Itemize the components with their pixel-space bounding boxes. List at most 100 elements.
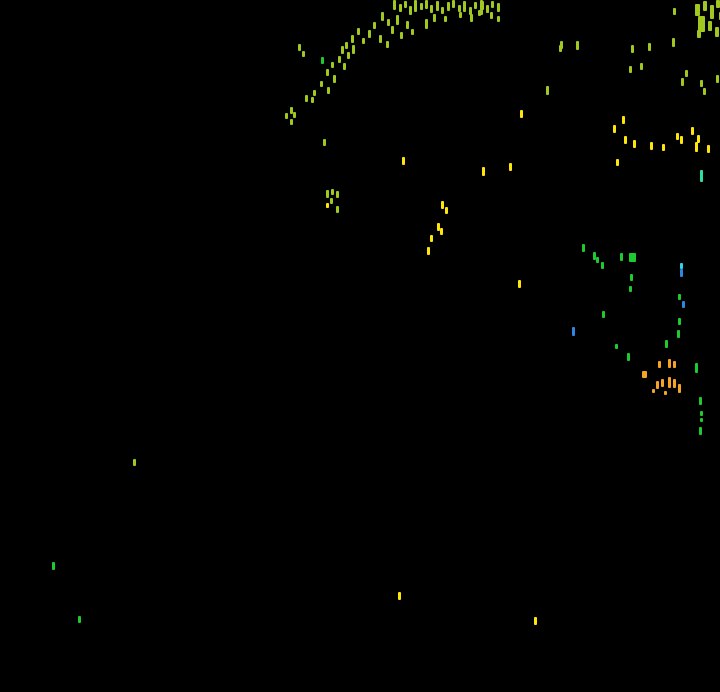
scatter-point-orange — [656, 381, 659, 389]
scatter-point-yellow-green — [400, 32, 403, 39]
scatter-point-yellow-green — [341, 46, 344, 54]
scatter-point-yellow-green — [393, 0, 396, 10]
scatter-point-yellow-green — [336, 206, 339, 213]
scatter-point-yellow-green — [629, 66, 632, 73]
scatter-point-yellow — [445, 207, 448, 214]
scatter-point-orange — [661, 379, 664, 387]
scatter-point-orange — [678, 384, 681, 393]
scatter-point-yellow-green — [697, 30, 701, 38]
scatter-point-yellow-green — [673, 8, 676, 15]
scatter-point-yellow-green — [313, 90, 316, 96]
scatter-point-yellow-green — [481, 1, 484, 10]
scatter-point-yellow-green — [559, 45, 562, 52]
scatter-point-orange — [642, 371, 647, 378]
scatter-point-yellow-green — [362, 38, 365, 44]
scatter-point-yellow-green — [716, 75, 719, 83]
scatter-point-green — [678, 318, 681, 325]
scatter-point-yellow-green — [459, 12, 462, 18]
scatter-point-yellow-green — [672, 38, 675, 47]
scatter-point-yellow — [534, 617, 537, 625]
scatter-point-yellow-green — [447, 2, 450, 11]
scatter-point-yellow-green — [406, 21, 409, 29]
scatter-point-yellow — [398, 592, 401, 600]
scatter-point-yellow — [440, 228, 443, 235]
scatter-point-yellow-green — [298, 44, 301, 51]
scatter-point-yellow-green — [444, 16, 447, 22]
scatter-point-yellow-green — [379, 35, 382, 43]
scatter-point-yellow-green — [425, 19, 428, 29]
scatter-point-yellow-green — [497, 3, 500, 12]
scatter-point-blue — [680, 269, 683, 277]
scatter-point-green — [602, 311, 605, 318]
scatter-point-yellow — [695, 142, 698, 152]
scatter-point-yellow — [427, 247, 430, 255]
scatter-point-yellow-green — [474, 2, 477, 9]
scatter-point-orange — [673, 361, 676, 368]
scatter-point-yellow-green — [381, 12, 384, 21]
scatter-point-yellow-green — [486, 7, 489, 13]
scatter-point-yellow — [326, 203, 329, 208]
scatter-point-yellow — [437, 223, 440, 231]
scatter-point-green — [620, 253, 623, 261]
scatter-point-yellow-green — [326, 190, 329, 198]
scatter-point-yellow-green — [330, 198, 333, 204]
scatter-point-green — [699, 397, 702, 405]
scatter-point-orange — [673, 379, 676, 388]
scatter-point-yellow — [691, 127, 694, 135]
scatter-point-green — [596, 257, 599, 263]
scatter-point-yellow — [441, 201, 444, 209]
scatter-point-yellow-green — [293, 112, 296, 118]
scatter-point-yellow-green — [685, 70, 688, 77]
scatter-point-green — [78, 616, 81, 623]
scatter-point-yellow-green — [648, 43, 651, 51]
scatter-point-yellow — [616, 159, 619, 166]
scatter-point-yellow-green — [338, 56, 341, 63]
scatter-point-yellow — [482, 167, 485, 176]
scatter-point-yellow-green — [396, 15, 399, 25]
scatter-point-yellow-green — [290, 119, 293, 125]
scatter-point-green — [700, 418, 703, 422]
scatter-point-yellow-green — [708, 21, 712, 31]
scatter-point-yellow-green — [433, 14, 436, 22]
scatter-point-yellow-green — [351, 35, 354, 43]
scatter-point-yellow — [662, 144, 665, 151]
scatter-point-yellow-green — [311, 97, 314, 103]
scatter-point-yellow-green — [470, 14, 473, 22]
scatter-point-yellow-green — [336, 191, 339, 198]
scatter-point-orange — [668, 377, 671, 388]
scatter-point-green — [695, 363, 698, 373]
scatter-point-cyan — [680, 263, 683, 269]
scatter-point-orange — [664, 391, 667, 395]
scatter-point-yellow-green — [331, 189, 334, 195]
scatter-point-yellow-green — [320, 81, 323, 87]
scatter-point-green — [630, 274, 633, 281]
scatter-point-yellow-green — [458, 5, 461, 12]
scatter-point-green — [699, 427, 702, 435]
scatter-point-yellow-green — [546, 86, 549, 95]
scatter-point-yellow-green — [640, 63, 643, 70]
scatter-point-yellow-green — [387, 19, 390, 26]
scatter-point-yellow-green — [698, 16, 705, 32]
scatter-point-yellow-green — [469, 7, 472, 15]
scatter-point-yellow-green — [715, 27, 719, 37]
scatter-point-orange — [652, 389, 655, 393]
scatter-point-yellow-green — [373, 22, 376, 29]
scatter-point-green — [629, 286, 632, 292]
scatter-point-yellow-green — [700, 80, 703, 87]
scatter-point-yellow — [622, 116, 625, 124]
scatter-point-yellow-green — [305, 95, 308, 102]
scatter-point-yellow-green — [425, 0, 428, 9]
scatter-point-teal — [700, 170, 703, 182]
scatter-point-yellow-green — [490, 12, 493, 19]
scatter-point-yellow-green — [290, 107, 293, 114]
scatter-point-green — [627, 353, 630, 361]
scatter-point-yellow-green — [368, 30, 371, 38]
scatter-point-yellow-green — [345, 42, 348, 49]
scatter-point-yellow-green — [703, 1, 707, 11]
scatter-point-yellow-green — [420, 3, 423, 10]
scatter-point-yellow-green — [343, 63, 346, 70]
scatter-point-orange — [668, 359, 671, 368]
scatter-point-yellow-green — [391, 26, 394, 34]
scatter-point-yellow-green — [497, 16, 500, 22]
scatter-point-yellow — [520, 110, 523, 118]
